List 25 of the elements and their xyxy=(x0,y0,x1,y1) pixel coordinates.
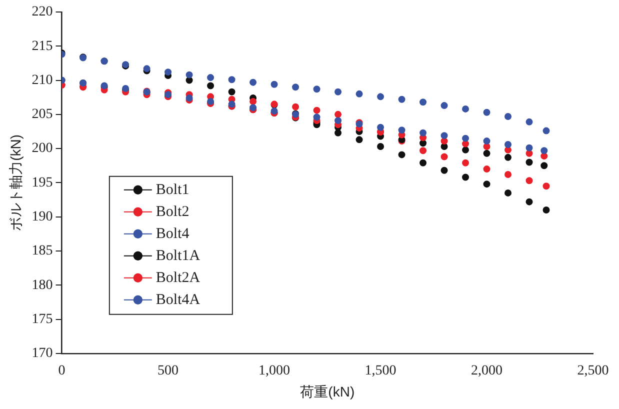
y-tick-label: 180 xyxy=(32,278,53,293)
legend-label: Bolt2 xyxy=(156,204,190,220)
y-tick-label: 170 xyxy=(32,346,53,362)
y-tick-label: 195 xyxy=(32,175,53,190)
x-tick-label: 0 xyxy=(58,363,66,378)
legend-label: Bolt4A xyxy=(156,292,200,308)
legend-label: Bolt2A xyxy=(156,270,200,286)
y-tick-label: 220 xyxy=(32,4,53,20)
x-tick-label: 2,000 xyxy=(471,363,503,378)
x-axis-title: 荷重(kN) xyxy=(300,383,355,400)
x-tick-label: 500 xyxy=(158,363,179,378)
y-tick-label: 205 xyxy=(32,107,53,122)
x-tick-label: 1,000 xyxy=(258,363,290,378)
y-axis-title: ボルト軸力(kN) xyxy=(7,134,24,231)
legend-label: Bolt1A xyxy=(156,248,200,264)
y-tick-label: 210 xyxy=(32,72,53,88)
y-tick-label: 175 xyxy=(32,312,53,327)
x-tick-label: 1,500 xyxy=(364,363,396,378)
y-tick-label: 215 xyxy=(32,38,53,54)
legend-label: Bolt1 xyxy=(156,182,190,198)
y-tick-label: 185 xyxy=(32,244,53,259)
y-tick-label: 200 xyxy=(32,141,53,156)
y-tick-label: 190 xyxy=(32,210,53,225)
legend-label: Bolt4 xyxy=(156,226,190,242)
x-tick-label: 2,500 xyxy=(577,363,609,378)
